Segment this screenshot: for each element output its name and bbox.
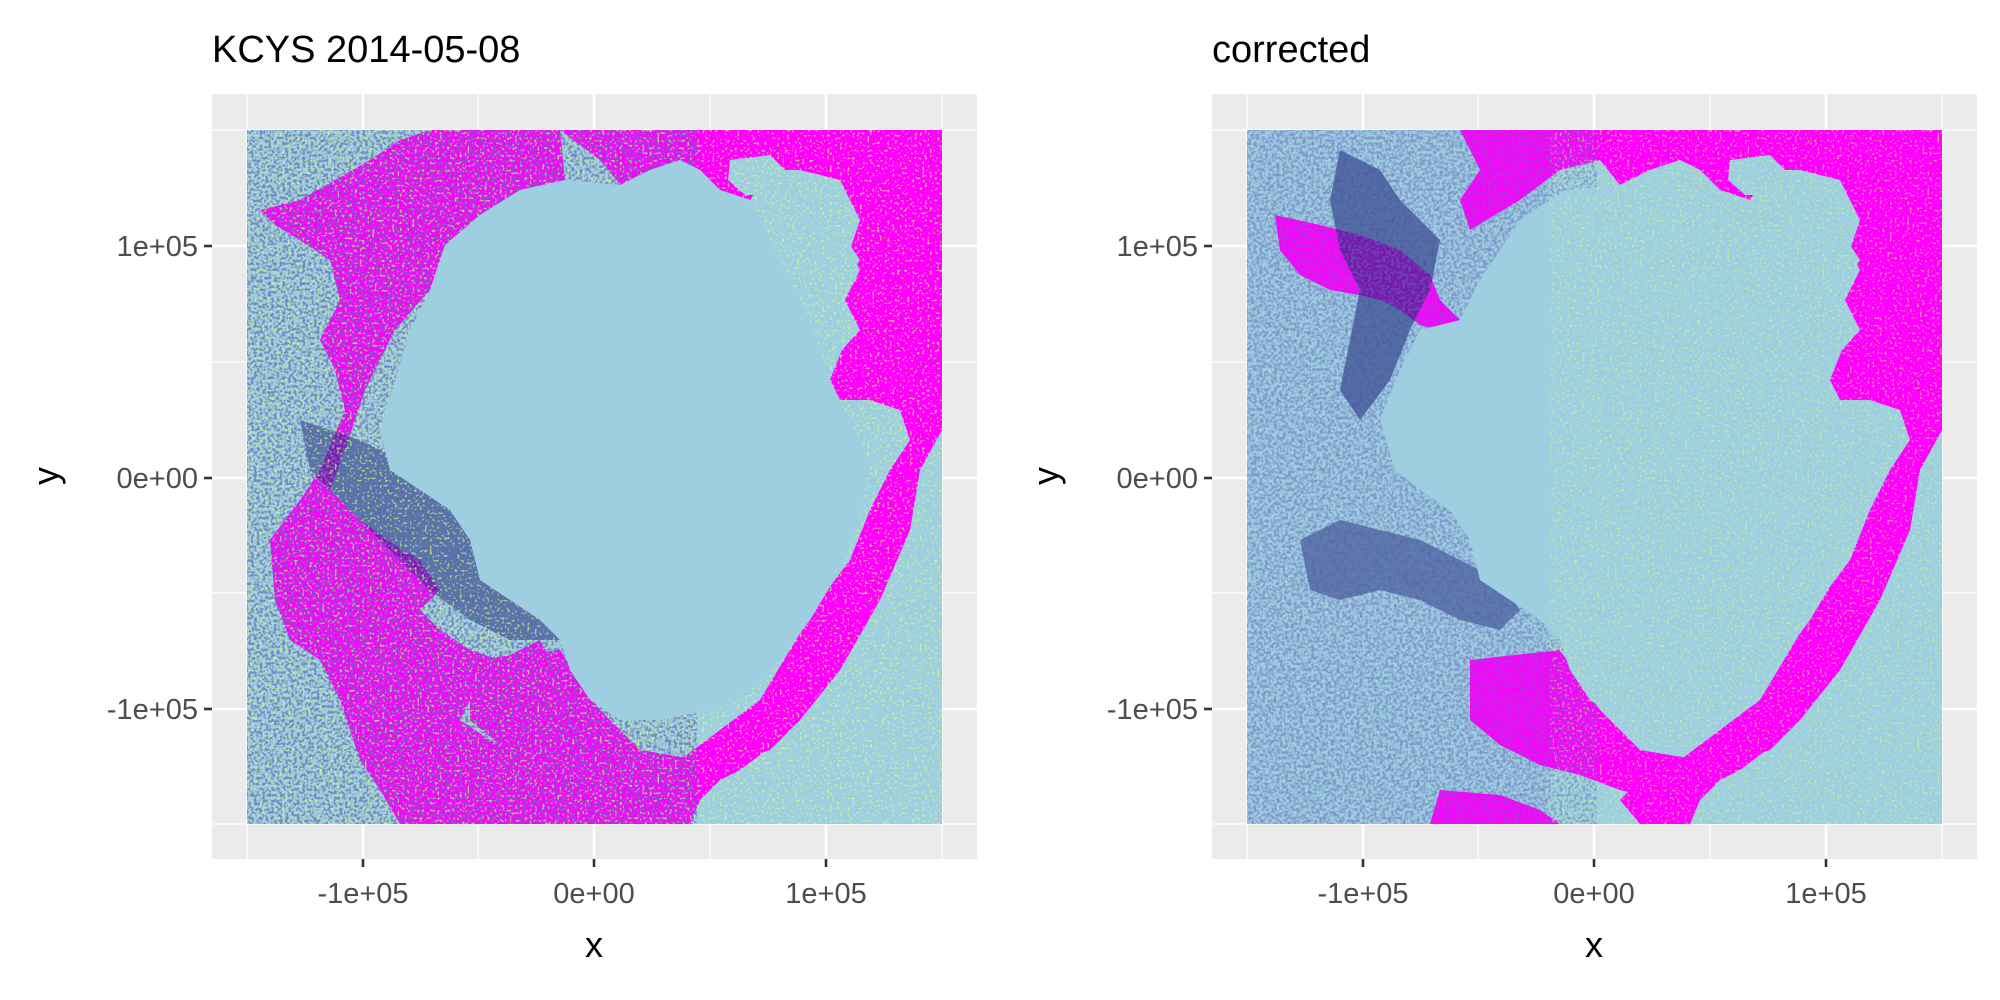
raster-image — [247, 130, 942, 824]
clear-center — [380, 160, 870, 720]
raster-image — [1247, 130, 1942, 824]
x-tick-label: 1e+05 — [1785, 878, 1866, 910]
y-tick-label: 1e+05 — [1117, 231, 1198, 263]
x-tick-label: -1e+05 — [1317, 878, 1408, 910]
y-tick-label: -1e+05 — [107, 694, 198, 726]
y-tick-label: 0e+00 — [1117, 463, 1198, 495]
x-axis-ticks — [1361, 859, 1828, 867]
y-tick-label: -1e+05 — [1107, 694, 1198, 726]
y-axis-label: y — [1025, 467, 1066, 485]
y-tick-label: 1e+05 — [117, 231, 198, 263]
y-tick-label: 0e+00 — [117, 463, 198, 495]
x-tick-label: 0e+00 — [553, 878, 634, 910]
panel-left: KCYS 2014-05-08 — [25, 29, 977, 965]
noise-speckle — [1550, 130, 1942, 824]
x-axis-ticks — [361, 859, 828, 867]
y-axis-ticks — [1204, 244, 1212, 711]
x-axis-label: x — [1585, 924, 1603, 965]
x-tick-label: -1e+05 — [317, 878, 408, 910]
panel-right: corrected — [1025, 29, 1977, 965]
y-axis-label: y — [25, 467, 66, 485]
x-tick-label: 1e+05 — [785, 878, 866, 910]
x-axis-label: x — [585, 924, 603, 965]
x-tick-label: 0e+00 — [1553, 878, 1634, 910]
plot-title: KCYS 2014-05-08 — [212, 29, 520, 71]
plot-title: corrected — [1212, 29, 1370, 71]
y-axis-ticks — [204, 244, 212, 711]
